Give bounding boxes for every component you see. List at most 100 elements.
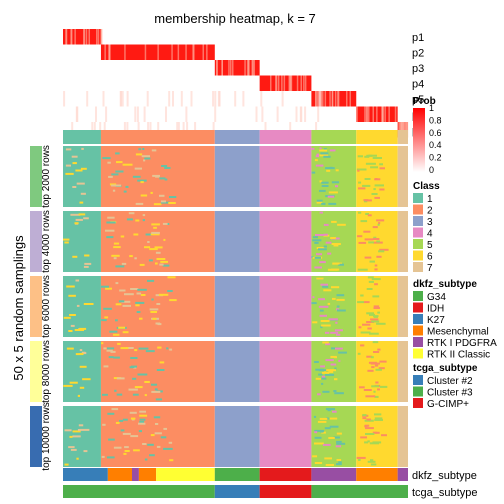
heat-cell-mixed [123, 452, 127, 455]
heat-cell-mixed [367, 440, 370, 443]
heat-cell-mixed [82, 378, 91, 381]
heat-cell-mixed [315, 164, 324, 167]
heat-cell-mixed [324, 427, 331, 430]
heat-block-3-7 [397, 276, 408, 337]
heat-cell-mixed [101, 455, 105, 458]
legend-label-dkfz: Mesenchymal [427, 327, 489, 338]
heat-cell-mixed [376, 240, 380, 243]
heat-cell-mixed [101, 285, 109, 288]
prob-cell-noise [349, 91, 351, 107]
heat-cell-mixed [160, 260, 168, 263]
heat-cell-mixed [168, 441, 173, 444]
heat-cell-mixed [323, 155, 331, 158]
prob-cell-weak [146, 91, 149, 107]
heat-cell-mixed [319, 377, 327, 380]
heat-cell-mixed [337, 223, 346, 226]
dkfz-segment [132, 468, 139, 481]
heat-cell-mixed [357, 301, 365, 304]
y-axis-label: 50 x 5 random samplings [11, 235, 26, 381]
heat-cell-mixed [161, 165, 168, 167]
prob-cell-weak [182, 122, 185, 138]
annotation-label-dkfz: dkfz_subtype [412, 470, 477, 482]
heat-cell-mixed [64, 463, 69, 466]
heat-cell-mixed [362, 323, 371, 326]
heat-cell-mixed [366, 418, 371, 421]
heat-cell-mixed [132, 393, 139, 396]
heat-cell-mixed [314, 431, 318, 434]
prob-cell-noise [232, 60, 234, 76]
heat-block-4-1 [63, 341, 101, 402]
prob-row-label-p1: p1 [412, 32, 424, 44]
heat-cell-mixed [377, 311, 380, 314]
heat-cell-mixed [336, 463, 342, 466]
prob-cell-noise [329, 91, 331, 107]
heat-cell-mixed [325, 331, 330, 334]
heat-cell-mixed [149, 308, 159, 311]
heat-cell-mixed [167, 290, 173, 292]
legend-swatch-dkfz [413, 314, 423, 324]
heat-cell-mixed [370, 459, 374, 462]
heat-cell-mixed [153, 416, 161, 419]
prob-cell-weak [289, 122, 292, 138]
heat-cell-mixed [150, 233, 160, 236]
heat-cell-mixed [331, 220, 337, 223]
heat-block-1-7 [397, 146, 408, 207]
heat-cell-mixed [329, 417, 338, 420]
legend-label-dkfz: RTK II Classic [427, 350, 490, 361]
heat-cell-mixed [371, 278, 381, 281]
heat-cell-mixed [324, 373, 335, 376]
heat-cell-mixed [79, 201, 84, 204]
heat-cell-mixed [169, 348, 173, 351]
heat-cell-mixed [163, 238, 166, 241]
heat-cell-mixed [320, 152, 329, 155]
heat-cell-mixed [113, 333, 120, 336]
heat-cell-mixed [75, 218, 83, 221]
heat-cell-mixed [70, 213, 81, 216]
prob-cell-weak [190, 91, 193, 107]
heat-cell-mixed [314, 266, 322, 269]
group-gap [63, 272, 408, 276]
prob-cell-weak [186, 122, 189, 138]
heat-cell-mixed [130, 435, 139, 438]
group-gap [63, 402, 408, 406]
heat-cell-mixed [370, 463, 377, 466]
heat-block-3-1 [63, 276, 101, 337]
heat-cell-mixed [80, 192, 86, 195]
heat-cell-mixed [360, 294, 364, 297]
heat-cell-mixed [147, 279, 155, 282]
heat-cell-mixed [319, 154, 329, 157]
heat-cell-mixed [115, 421, 120, 424]
heat-cell-mixed [65, 148, 72, 151]
heat-cell-mixed [358, 241, 367, 244]
prob-cell-weak [136, 106, 139, 122]
consensus-class-bar [63, 130, 408, 144]
heat-cell-mixed [118, 326, 126, 329]
heat-cell-mixed [369, 332, 379, 335]
group-gap [63, 207, 408, 211]
prob-cell-noise [193, 44, 195, 60]
heat-cell-mixed [318, 305, 329, 308]
prob-cell-noise [402, 122, 404, 138]
heat-cell-mixed [144, 246, 151, 249]
dkfz-segment [107, 468, 132, 481]
heat-cell-mixed [107, 347, 115, 350]
heat-cell-mixed [106, 349, 113, 352]
heat-cell-mixed [322, 285, 329, 288]
heat-cell-mixed [154, 388, 158, 391]
heat-cell-mixed [314, 442, 324, 445]
heat-cell-mixed [364, 419, 374, 422]
heat-cell-mixed [156, 303, 161, 305]
heat-cell-mixed [336, 305, 340, 308]
heat-cell-mixed [322, 341, 329, 344]
heat-cell-mixed [104, 316, 109, 319]
prob-cell-noise [304, 75, 307, 91]
heat-cell-mixed [155, 398, 162, 401]
heat-cell-mixed [374, 283, 378, 286]
heat-cell-mixed [132, 377, 137, 380]
heat-cell-mixed [311, 302, 317, 305]
prob-cell-noise [185, 44, 187, 60]
heat-cell-mixed [101, 319, 107, 322]
heat-cell-mixed [113, 242, 120, 245]
heat-cell-mixed [128, 212, 135, 215]
heat-cell-mixed [311, 147, 315, 150]
